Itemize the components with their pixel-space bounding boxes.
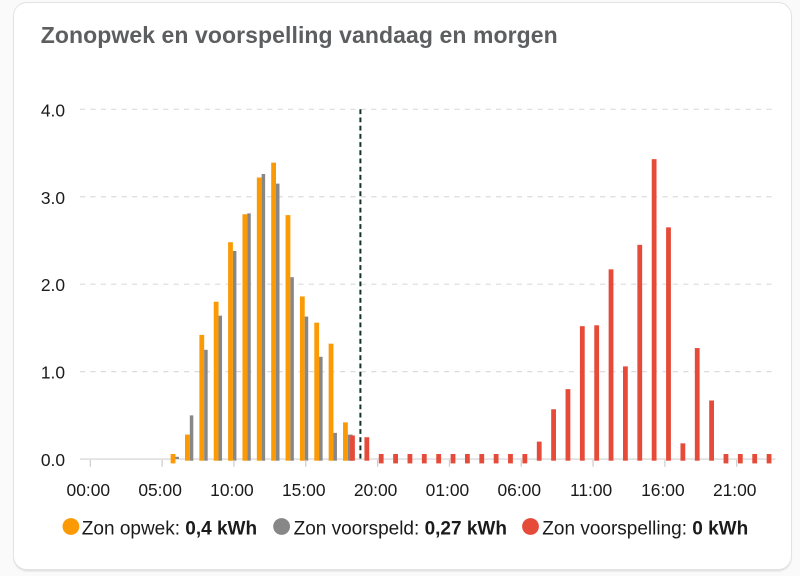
svg-text:16:00: 16:00 [641, 480, 685, 500]
svg-text:1.0: 1.0 [41, 363, 65, 383]
svg-text:0.0: 0.0 [41, 450, 65, 470]
svg-text:Zon voorspelling: 0 kWh: Zon voorspelling: 0 kWh [542, 518, 748, 539]
svg-text:00:00: 00:00 [67, 480, 111, 500]
svg-text:11:00: 11:00 [570, 480, 612, 500]
svg-text:01:00: 01:00 [426, 480, 470, 500]
svg-text:05:00: 05:00 [138, 480, 182, 500]
svg-text:10:00: 10:00 [210, 480, 254, 500]
svg-text:Zonopwek en voorspelling vanda: Zonopwek en voorspelling vandaag en morg… [41, 22, 558, 48]
svg-text:21:00: 21:00 [713, 480, 757, 500]
svg-text:06:00: 06:00 [497, 480, 541, 500]
svg-text:2.0: 2.0 [41, 275, 65, 295]
svg-text:20:00: 20:00 [354, 480, 398, 500]
svg-text:4.0: 4.0 [41, 100, 65, 120]
svg-text:Zon opwek: 0,4 kWh: Zon opwek: 0,4 kWh [82, 518, 257, 539]
svg-text:3.0: 3.0 [41, 188, 65, 208]
svg-text:Zon voorspeld: 0,27 kWh: Zon voorspeld: 0,27 kWh [294, 518, 507, 539]
svg-text:15:00: 15:00 [282, 480, 326, 500]
